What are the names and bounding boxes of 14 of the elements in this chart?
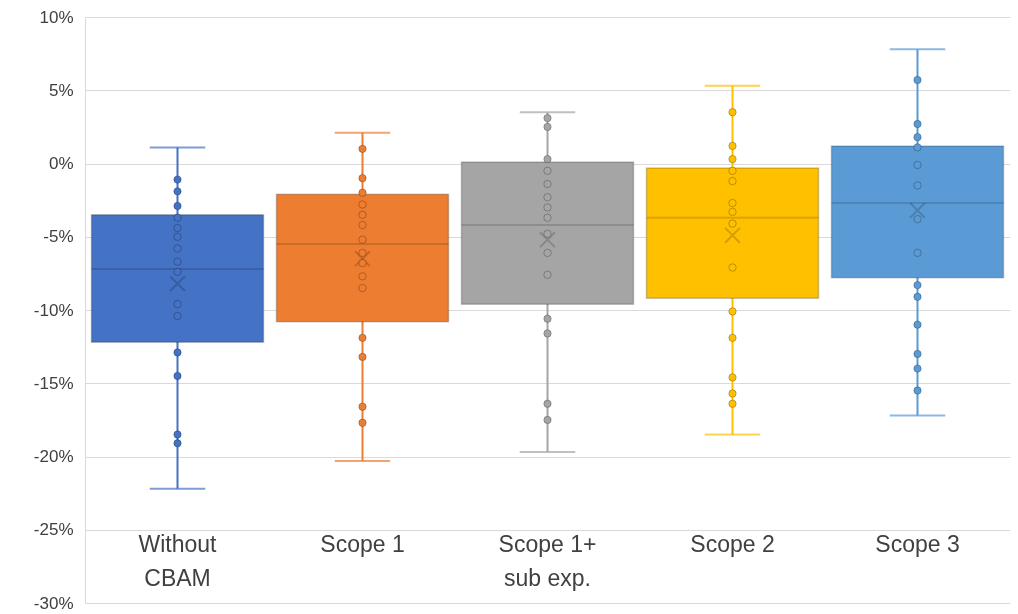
y-tick-label: -25% — [33, 520, 74, 540]
y-tick-label: -15% — [33, 373, 74, 393]
y-tick-label: 5% — [48, 80, 74, 100]
y-tick-label: 0% — [48, 154, 74, 173]
y-tick-label: -30% — [33, 593, 74, 613]
x-tick-label: Scope 1 — [320, 530, 405, 557]
x-tick-label: Without CBAM — [138, 530, 218, 591]
y-tick-label: -5% — [43, 227, 74, 247]
y-tick-label: -10% — [33, 300, 74, 320]
x-tick-label: Scope 1+ sub exp. — [498, 530, 597, 591]
y-tick-label: -20% — [33, 447, 74, 466]
y-tick-label: 10% — [39, 7, 74, 27]
x-tick-label: Scope 3 — [875, 530, 960, 557]
x-tick-label: Scope 2 — [690, 530, 775, 557]
